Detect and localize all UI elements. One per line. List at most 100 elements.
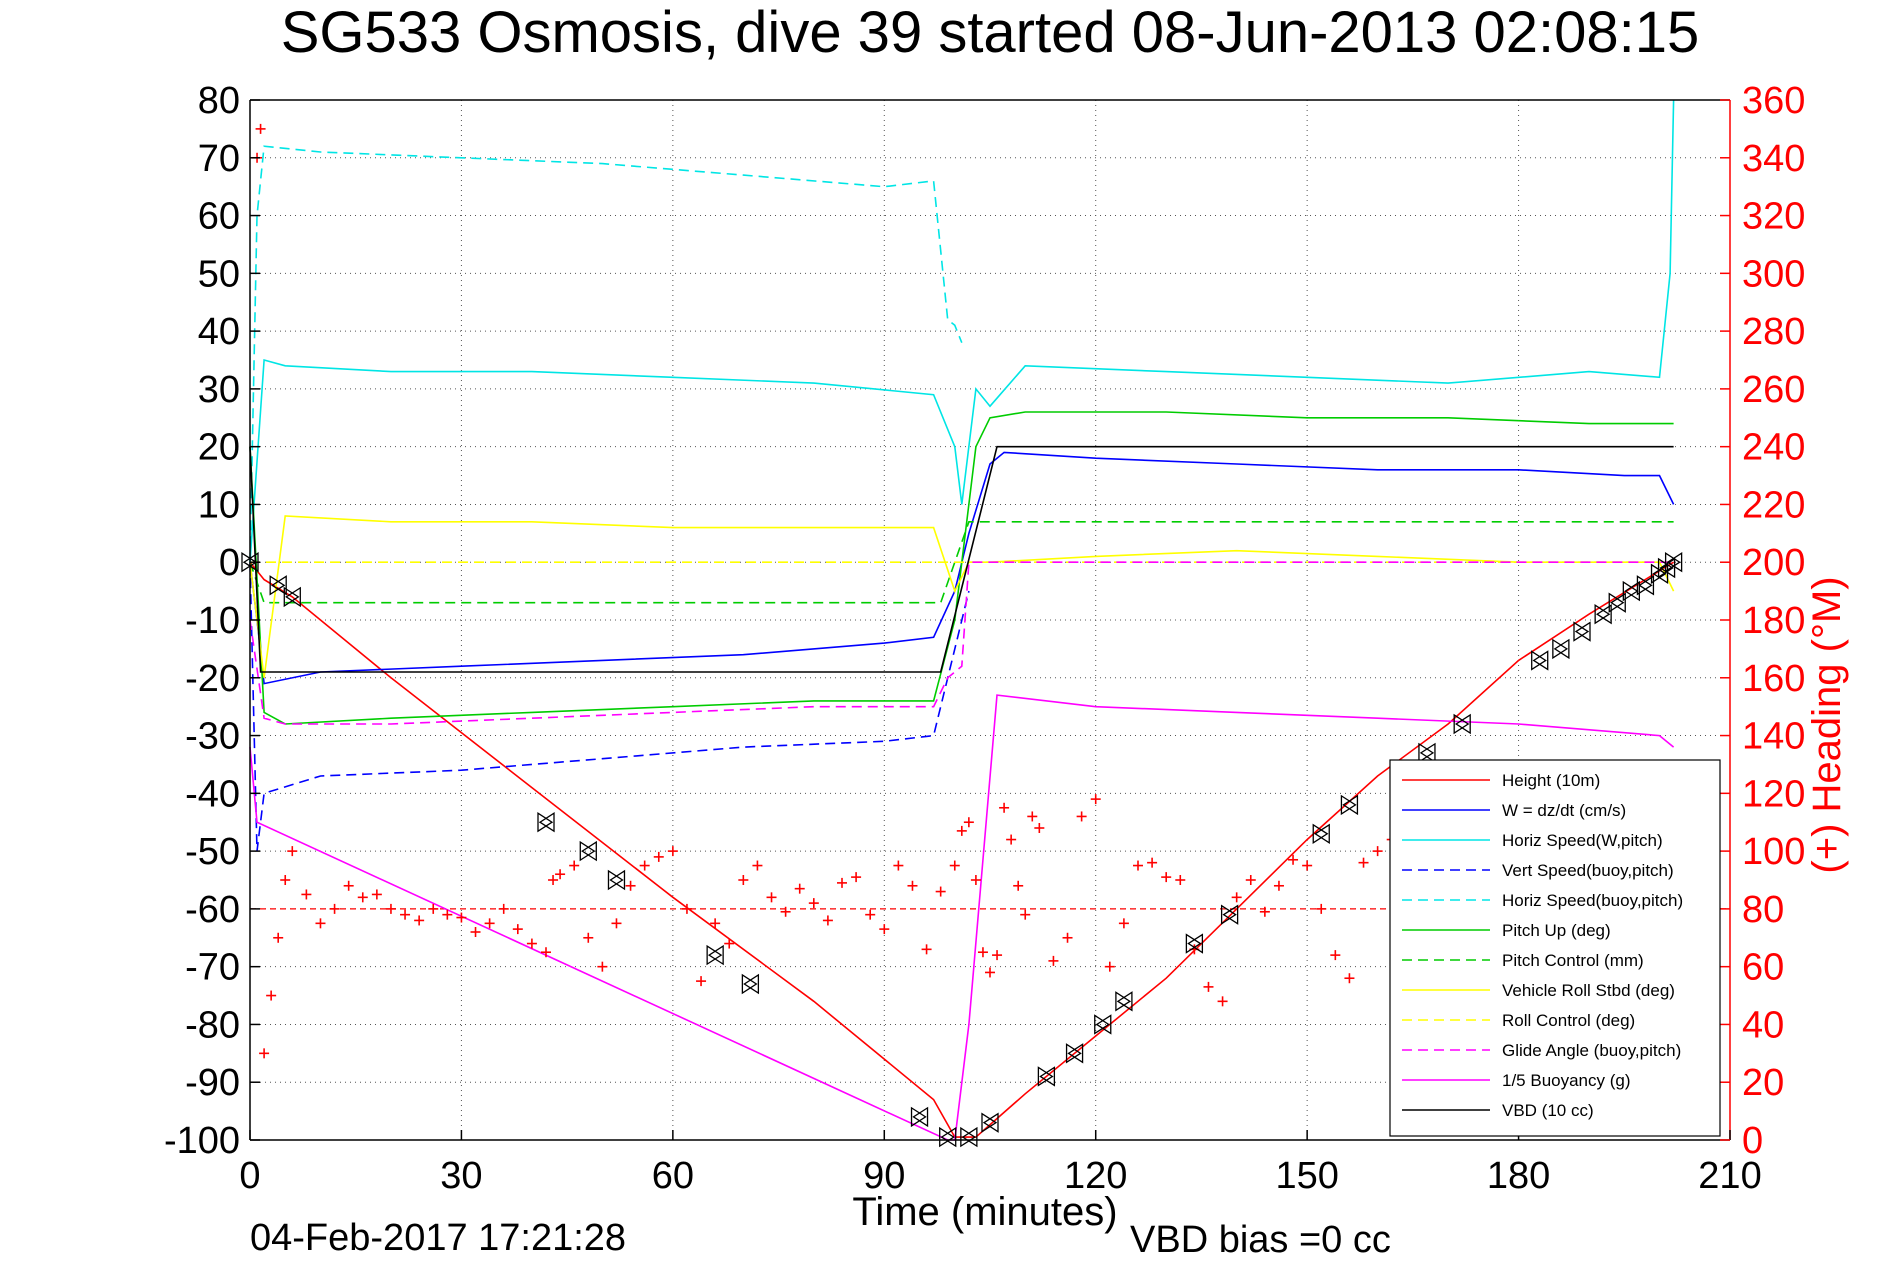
heading-point xyxy=(949,860,960,871)
vbd-bias: VBD bias =0 cc xyxy=(1130,1219,1391,1261)
heading-point xyxy=(1020,909,1031,920)
dive-marker-right xyxy=(1664,552,1681,573)
dive-marker-left xyxy=(285,586,301,608)
dive-marker xyxy=(1573,621,1591,642)
dive-marker xyxy=(283,586,301,608)
heading-point xyxy=(1118,918,1129,929)
heading-point xyxy=(259,1048,270,1059)
y-tick-label: 60 xyxy=(198,196,240,238)
y2-tick-label: 320 xyxy=(1742,196,1805,238)
y-tick-label: -50 xyxy=(185,831,240,873)
legend-label: Pitch Up (deg) xyxy=(1502,921,1611,940)
y2-tick-label: 140 xyxy=(1742,716,1805,758)
heading-point xyxy=(879,924,890,935)
heading-point xyxy=(371,889,382,900)
dive-marker-left xyxy=(912,1106,929,1128)
dive-marker-right xyxy=(1636,575,1653,596)
dive-marker-left xyxy=(1652,563,1669,584)
heading-point xyxy=(1175,875,1186,885)
legend-label: Horiz Speed(W,pitch) xyxy=(1502,831,1663,850)
y-tick-label: 20 xyxy=(198,427,240,469)
legend-label: Horiz Speed(buoy,pitch) xyxy=(1502,891,1683,910)
dive-marker-left xyxy=(1095,1014,1112,1035)
heading-point xyxy=(1245,875,1256,885)
dive-marker xyxy=(1453,713,1471,735)
dive-marker-left xyxy=(1116,991,1133,1012)
heading-point xyxy=(1372,846,1383,857)
dive-marker xyxy=(1531,650,1549,671)
x-tick-label: 180 xyxy=(1487,1155,1550,1197)
heading-point xyxy=(1090,794,1101,805)
dive-marker xyxy=(1065,1043,1084,1064)
heading-point xyxy=(255,123,266,134)
y-tick-label: -30 xyxy=(185,716,240,758)
dive-marker-left xyxy=(1638,575,1655,596)
dive-marker-right xyxy=(607,869,624,891)
heading-point xyxy=(1358,857,1369,868)
legend-label: Pitch Control (mm) xyxy=(1502,951,1644,970)
x-tick-label: 150 xyxy=(1275,1155,1338,1197)
heading-point xyxy=(428,903,439,914)
right-axis-label: (+) Heading (°M) xyxy=(1805,576,1849,873)
y-tick-label: -70 xyxy=(185,947,240,989)
dive-marker xyxy=(1094,1014,1112,1035)
heading-point xyxy=(822,915,833,926)
y-tick-label: -40 xyxy=(185,773,240,815)
legend-label: W = dz/dt (cm/s) xyxy=(1502,801,1626,820)
heading-point xyxy=(1013,880,1024,891)
dive-marker xyxy=(1115,991,1133,1012)
timestamp: 04-Feb-2017 17:21:28 xyxy=(250,1217,626,1259)
heading-point xyxy=(1076,811,1087,822)
heading-point xyxy=(1316,903,1327,914)
dive-marker-right xyxy=(960,1126,977,1148)
legend-label: Glide Angle (buoy,pitch) xyxy=(1502,1041,1681,1060)
heading-point xyxy=(851,872,862,883)
heading-point xyxy=(1330,950,1341,961)
dive-marker xyxy=(1220,904,1239,925)
dive-marker-left xyxy=(1419,742,1436,764)
legend-box xyxy=(1389,759,1721,1137)
dive-marker xyxy=(537,812,555,833)
heading-point xyxy=(611,918,622,929)
heading-point xyxy=(385,903,396,914)
x-tick-label: 0 xyxy=(239,1155,260,1197)
dive-marker-right xyxy=(241,552,258,573)
dive-marker-right xyxy=(1552,638,1569,660)
dive-marker-right xyxy=(537,812,554,833)
heading-point xyxy=(1203,981,1214,992)
dive-marker-right xyxy=(741,973,758,995)
dive-marker xyxy=(1037,1066,1056,1087)
dive-marker xyxy=(1664,552,1683,573)
series-line-3 xyxy=(249,562,970,852)
dive-marker-right xyxy=(1594,604,1611,625)
x-tick-label: 30 xyxy=(440,1155,482,1197)
y2-tick-label: 80 xyxy=(1742,889,1784,931)
y-tick-label: -100 xyxy=(164,1120,240,1162)
y2-tick-label: 180 xyxy=(1742,600,1805,642)
dive-marker xyxy=(910,1106,929,1128)
heading-point xyxy=(1217,996,1228,1007)
dive-marker xyxy=(1636,575,1655,596)
dive-marker xyxy=(741,973,760,995)
dive-marker-left xyxy=(1574,621,1591,642)
y2-tick-label: 300 xyxy=(1742,253,1805,295)
marker-layer xyxy=(241,552,1683,1148)
y-tick-label: 30 xyxy=(198,369,240,411)
heading-point xyxy=(329,903,340,914)
dive-marker-right xyxy=(269,575,286,596)
x-tick-label: 90 xyxy=(863,1155,905,1197)
heading-point xyxy=(738,875,749,885)
dive-marker-right xyxy=(1608,592,1625,613)
dive-marker xyxy=(981,1112,999,1133)
y-tick-label: -80 xyxy=(185,1004,240,1046)
heading-point xyxy=(442,909,453,920)
heading-point xyxy=(266,990,277,1001)
series-line-10 xyxy=(249,694,1675,1141)
y-tick-label: -20 xyxy=(185,658,240,700)
heading-point xyxy=(273,932,284,943)
series-line-7 xyxy=(249,515,1675,678)
dive-marker-left xyxy=(581,840,597,862)
series-line-4 xyxy=(249,145,963,563)
heading-point xyxy=(696,976,707,987)
